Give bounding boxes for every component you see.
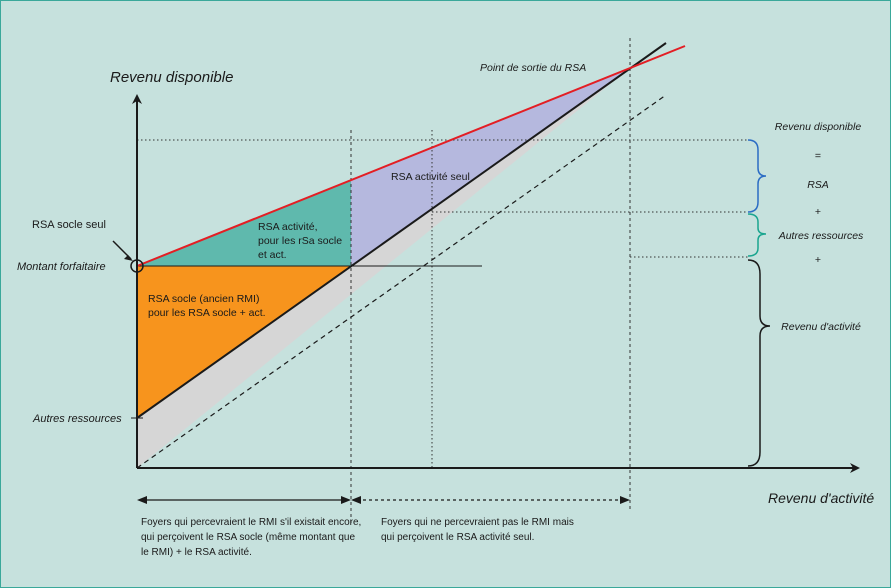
- region-label-rsa-socle-2: pour les RSA socle + act.: [148, 307, 266, 319]
- legend-autres-ressources: Autres ressources: [778, 230, 864, 242]
- range-arrow-left-head-start: [137, 496, 147, 504]
- rsa-line-red: [136, 45, 686, 267]
- autres-ressources-label: Autres ressources: [32, 413, 122, 425]
- brace-green-autres-ressources: [747, 213, 767, 257]
- rsa-socle-seul-label: RSA socle seul: [32, 219, 106, 231]
- region-label-rsa-activite-seul: RSA activité seul: [391, 171, 470, 183]
- y-axis-label: Revenu disponible: [110, 69, 233, 86]
- region-label-rsa-activite-3: et act.: [258, 249, 287, 261]
- point-sortie-label: Point de sortie du RSA: [480, 62, 586, 74]
- range-arrow-left-head-end: [341, 496, 351, 504]
- grey-region: [137, 68, 630, 468]
- brace-blue-rsa: [747, 139, 767, 213]
- region-label-rsa-activite-2: pour les rSa socle: [258, 235, 342, 247]
- legend-revenu-activite: Revenu d'activité: [781, 321, 861, 333]
- legend-plus-2: +: [815, 254, 821, 266]
- region-label-rsa-activite-1: RSA activité,: [258, 221, 318, 233]
- brace-black-revenu-activite: [747, 259, 771, 467]
- bottom-note-left-3: le RMI) + le RSA activité.: [141, 547, 252, 558]
- legend-rsa: RSA: [807, 179, 829, 191]
- legend-equals: =: [815, 150, 821, 162]
- bottom-note-left-1: Foyers qui percevraient le RMI s'il exis…: [141, 517, 361, 528]
- revenu-line-black: [136, 42, 667, 419]
- montant-forfaitaire-label: Montant forfaitaire: [17, 261, 106, 273]
- legend-plus-1: +: [815, 206, 821, 218]
- legend-revenu-disponible: Revenu disponible: [775, 121, 862, 133]
- range-arrow-right-head-end: [620, 496, 630, 504]
- rsa-socle-seul-pointer-head: [124, 255, 133, 261]
- bottom-note-right-2: qui perçoivent le RSA activité seul.: [381, 532, 534, 543]
- range-arrow-right-head-start: [351, 496, 361, 504]
- region-label-rsa-socle-1: RSA socle (ancien RMI): [148, 293, 259, 305]
- bottom-note-left-2: qui perçoivent le RSA socle (même montan…: [141, 532, 355, 543]
- bottom-note-right-1: Foyers qui ne percevraient pas le RMI ma…: [381, 517, 574, 528]
- montant-forfaitaire-marker: [130, 259, 144, 273]
- x-axis-label: Revenu d'activité: [768, 490, 874, 506]
